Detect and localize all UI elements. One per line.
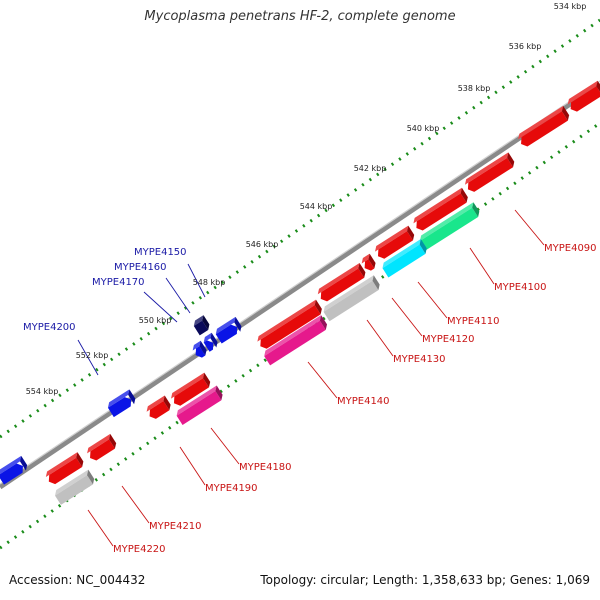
reverse-cds-box (257, 299, 322, 349)
gene-label-reverse: MYPE4110 (447, 316, 500, 327)
forward-cds-box (0, 455, 28, 485)
ruler-tick-label: 534 kbp (554, 2, 587, 11)
leader-line (87, 509, 114, 547)
leader-line (307, 361, 338, 399)
gene-labels: 534 kbp 536 kbp 538 kbp 540 kbp 542 kbp 544 k… (23, 2, 597, 555)
gene-label-reverse: MYPE4220 (113, 544, 166, 555)
forward-cds-box (192, 340, 207, 358)
ruler-tick-label: 548 kbp (193, 278, 226, 287)
reverse-cds-box (464, 152, 515, 192)
backbone-highlight (0, 80, 600, 485)
leader-line (366, 319, 394, 357)
leader-line (210, 427, 240, 465)
gene-label-reverse: MYPE4190 (205, 483, 258, 494)
gene-label-forward: MYPE4160 (114, 262, 167, 273)
genome-backbone (0, 80, 600, 490)
feature-pink-box (176, 385, 223, 425)
feature-grey-box (323, 275, 380, 322)
leader-line (469, 247, 495, 285)
leader-line (391, 297, 423, 337)
genome-summary-text: Topology: circular; Length: 1,358,633 bp… (260, 573, 590, 587)
gene-label-forward: MYPE4170 (92, 277, 145, 288)
forward-cds-box (203, 332, 218, 352)
ruler-tick-label: 538 kbp (458, 84, 491, 93)
leader-line (187, 263, 206, 298)
forward-cds-box (107, 389, 136, 418)
gene-label-reverse: MYPE4130 (393, 354, 446, 365)
reverse-cds-box (567, 80, 600, 112)
gene-features (0, 80, 600, 505)
gene-label-reverse: MYPE4100 (494, 282, 547, 293)
feature-grey-box (55, 469, 95, 505)
feature-pink-box (264, 315, 328, 366)
ruler-tick-label: 542 kbp (354, 164, 387, 173)
gene-label-forward: MYPE4200 (23, 322, 76, 333)
reverse-cds-box (518, 105, 570, 147)
backbone-line (0, 81, 600, 490)
ruler-tick-label: 552 kbp (76, 351, 109, 360)
leader-line (121, 485, 150, 524)
ruler-tick-label: 540 kbp (407, 124, 440, 133)
leader-line (514, 209, 545, 246)
gene-label-reverse: MYPE4140 (337, 396, 390, 407)
ruler-tick-label: 546 kbp (246, 240, 279, 249)
ruler-tick-label: 550 kbp (139, 316, 172, 325)
ruler-tick-label: 544 kbp (300, 202, 333, 211)
feature-cyan-box (382, 239, 427, 278)
feature-green-box (419, 202, 480, 251)
leader-line (417, 281, 448, 319)
reverse-cds-box (45, 452, 84, 485)
leader-line (165, 277, 191, 314)
leader-line (179, 446, 206, 486)
gene-label-reverse: MYPE4210 (149, 521, 202, 532)
gene-label-reverse: MYPE4180 (239, 462, 292, 473)
reverse-cds-box (361, 253, 376, 271)
reverse-cds-box (317, 262, 366, 302)
reverse-cds-box (171, 372, 211, 406)
genome-title: Mycoplasma penetrans HF-2, complete geno… (144, 9, 456, 24)
leader-line (143, 291, 178, 323)
gene-label-reverse: MYPE4090 (544, 243, 597, 254)
reverse-cds-box (375, 225, 415, 259)
label-leader-lines (77, 209, 545, 547)
ruler-tick-label: 554 kbp (26, 387, 59, 396)
gene-label-forward: MYPE4150 (134, 247, 187, 258)
outer-ruler (0, 18, 600, 439)
forward-cds-box (193, 315, 210, 336)
reverse-cds-box (87, 433, 117, 461)
gene-label-reverse: MYPE4120 (422, 334, 475, 345)
ruler-dots (0, 18, 600, 550)
forward-cds-box (215, 316, 242, 344)
accession-text: Accession: NC_004432 (9, 573, 146, 587)
ruler-tick-label: 536 kbp (509, 42, 542, 51)
reverse-cds-box (413, 187, 468, 231)
reverse-cds-box (146, 395, 171, 419)
leader-line (77, 339, 99, 376)
inner-ruler (0, 121, 600, 550)
